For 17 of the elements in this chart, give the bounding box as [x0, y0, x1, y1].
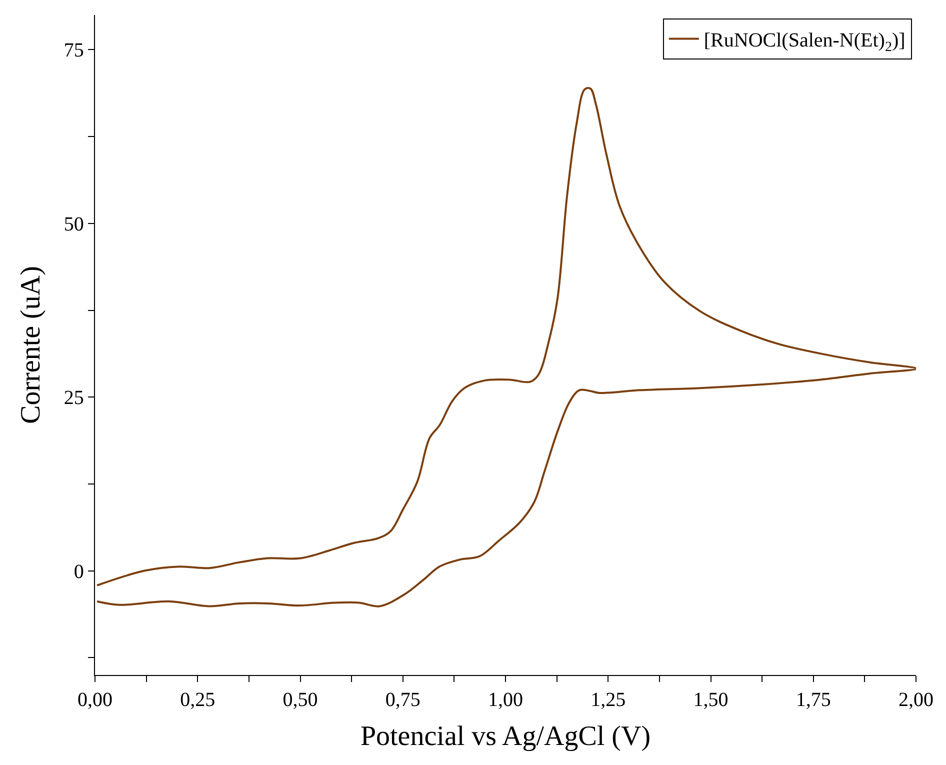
x-tick-label: 2,00 — [898, 689, 934, 712]
line-series — [96, 88, 916, 608]
y-tick-label: 25 — [64, 387, 84, 410]
legend-label: [RuNOCl(Salen-N(Et)$_{2}$)] — [704, 30, 906, 55]
y-axis-title: Corrente (uA) — [16, 266, 47, 424]
x-axis-title: Potencial vs Ag/AgCl (V) — [360, 721, 651, 752]
x-tick-label: 0,75 — [385, 689, 420, 712]
y-tick-label: 50 — [64, 213, 84, 236]
x-tick-label: 1,00 — [488, 689, 523, 712]
x-tick-label: 0,25 — [180, 689, 216, 712]
x-tick-label: 0,00 — [78, 689, 112, 712]
x-tick-label: 1,75 — [796, 689, 831, 712]
y-tick-label: 75 — [64, 40, 84, 62]
x-tick-label: 1,25 — [590, 689, 626, 712]
y-tick-label: 0 — [74, 560, 84, 583]
x-tick-label: 1,50 — [693, 689, 728, 712]
x-tick-label: 0,50 — [282, 689, 318, 712]
